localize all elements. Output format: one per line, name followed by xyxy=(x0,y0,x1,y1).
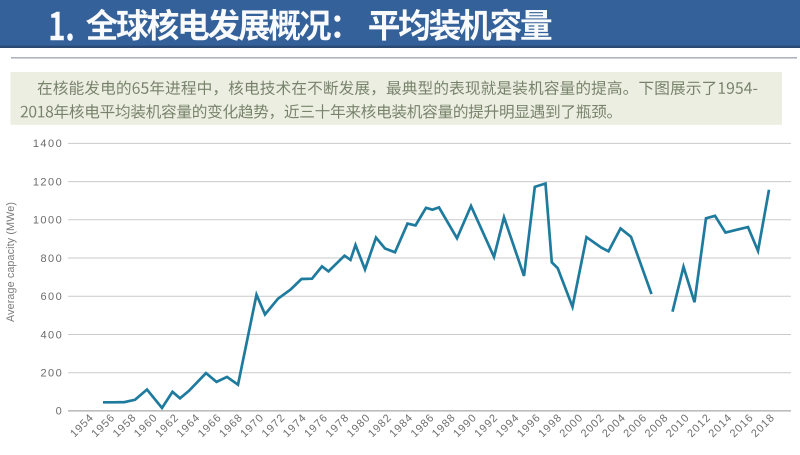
svg-text:1200: 1200 xyxy=(33,176,63,188)
svg-text:600: 600 xyxy=(40,291,63,303)
svg-text:Average capacity (MWe): Average capacity (MWe) xyxy=(5,202,17,322)
svg-text:0: 0 xyxy=(56,406,64,418)
svg-text:200: 200 xyxy=(40,368,63,380)
svg-text:1400: 1400 xyxy=(33,138,63,150)
svg-text:800: 800 xyxy=(40,253,63,265)
svg-text:400: 400 xyxy=(40,329,63,341)
svg-text:1000: 1000 xyxy=(33,215,63,227)
